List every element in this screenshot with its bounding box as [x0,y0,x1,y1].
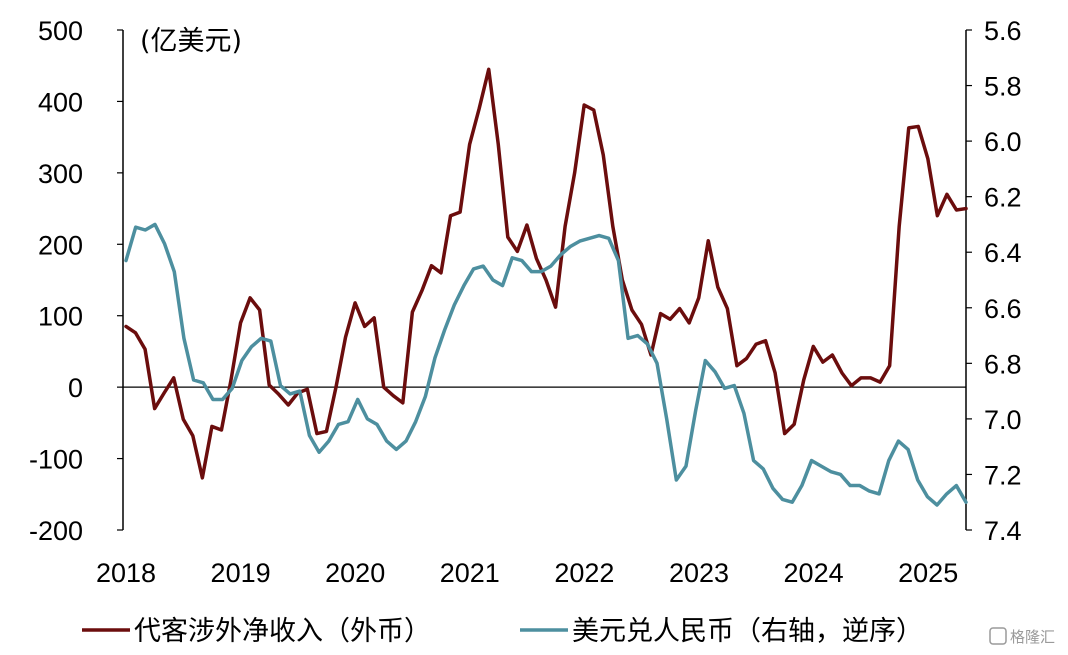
x-tick-label: 2023 [669,558,729,588]
right-tick-label: 6.2 [984,183,1022,213]
right-tick-label: 6.0 [984,127,1022,157]
left-tick-label: 100 [38,302,83,332]
legend-label-usdcny: 美元兑人民币（右轴，逆序） [572,616,923,647]
left-tick-label: -100 [29,445,83,475]
right-tick-label: 6.8 [984,349,1022,379]
x-axis-ticks: 2018 2019 2020 2021 2022 2023 2024 2025 [96,558,958,588]
x-tick-label: 2022 [554,558,614,588]
left-tick-label: 500 [38,16,83,46]
x-tick-label: 2019 [211,558,271,588]
watermark: 格隆汇 [989,627,1055,646]
right-axis-ticks: 5.6 5.8 6.0 6.2 6.4 6.6 6.8 7.0 7.2 7.4 [966,16,1022,546]
x-tick-label: 2018 [96,558,156,588]
legend: 代客涉外净收入（外币） 美元兑人民币（右轴，逆序） [82,616,923,647]
right-tick-label: 5.6 [984,16,1022,46]
right-tick-label: 5.8 [984,72,1022,102]
x-tick-label: 2025 [898,558,958,588]
right-tick-label: 7.2 [984,460,1022,490]
left-tick-label: -200 [29,516,83,546]
right-tick-label: 6.4 [984,238,1022,268]
left-tick-label: 400 [38,87,83,117]
series-line-net-income [124,67,968,480]
left-tick-label: 0 [68,373,83,403]
left-tick-label: 300 [38,159,83,189]
x-tick-label: 2024 [784,558,844,588]
series-line-usdcny [124,222,968,507]
right-tick-label: 7.0 [984,405,1022,435]
right-tick-label: 6.6 [984,294,1022,324]
left-axis-ticks: 500 400 300 200 100 0 -100 -200 [29,16,123,546]
x-tick-label: 2020 [325,558,385,588]
left-tick-label: 200 [38,230,83,260]
x-tick-label: 2021 [440,558,500,588]
legend-label-net-income: 代客涉外净收入（外币） [134,616,431,647]
watermark-text: 格隆汇 [1010,628,1055,646]
watermark-logo-icon [989,627,1007,645]
right-tick-label: 7.4 [984,516,1022,546]
unit-label: (亿美元) [140,26,242,57]
